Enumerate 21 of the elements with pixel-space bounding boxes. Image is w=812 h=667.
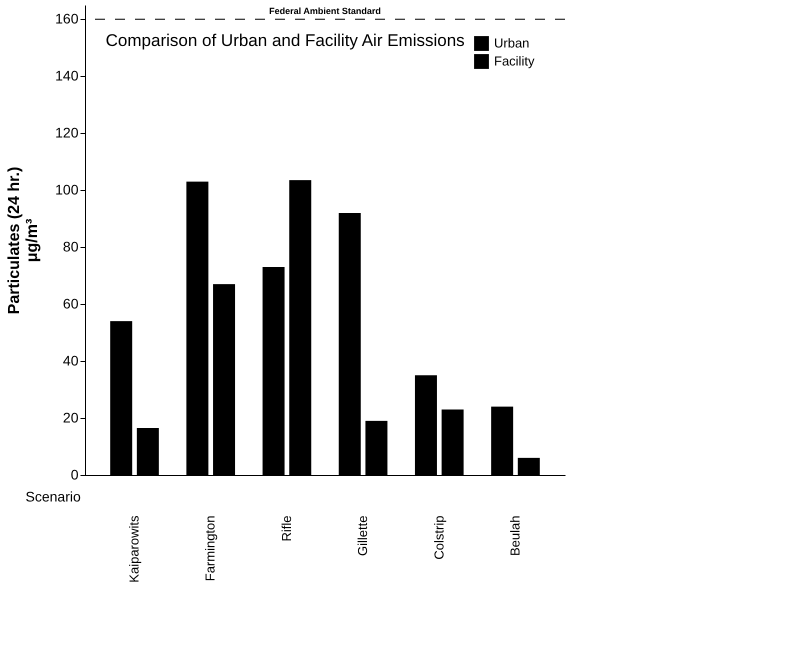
y-tick-label: 100: [55, 182, 79, 198]
y-tick-label: 40: [62, 352, 79, 369]
y-tick-label: 0: [70, 466, 79, 482]
x-tick-label: Rifle: [278, 516, 294, 542]
ref-line-label: Federal Ambient Standard: [269, 6, 381, 16]
text: Comparison of Urban and Facility Air Emissions: [106, 31, 465, 50]
y-tick-label: 20: [62, 410, 79, 426]
y-tick-label: 120: [55, 124, 79, 141]
x-axis-title: Scenario: [26, 488, 81, 504]
y-tick-label: 160: [55, 10, 79, 27]
y-tick-label: 80: [62, 238, 79, 255]
x-tick-label: Gillette: [355, 516, 370, 556]
x-tick-label: Colstrip: [431, 516, 446, 560]
x-tick-label: Kaiparowits: [126, 515, 142, 583]
legend-label: Urban: [494, 36, 530, 50]
x-tick-label: Beulah: [507, 516, 522, 556]
y-axis-title: Particulates (24 hr.) μg/m³: [6, 166, 42, 314]
y-tick-label: 60: [62, 296, 79, 312]
y-tick-label: 140: [55, 68, 79, 84]
legend-label: Facility: [494, 54, 535, 68]
x-tick-label: Farmington: [202, 516, 218, 582]
